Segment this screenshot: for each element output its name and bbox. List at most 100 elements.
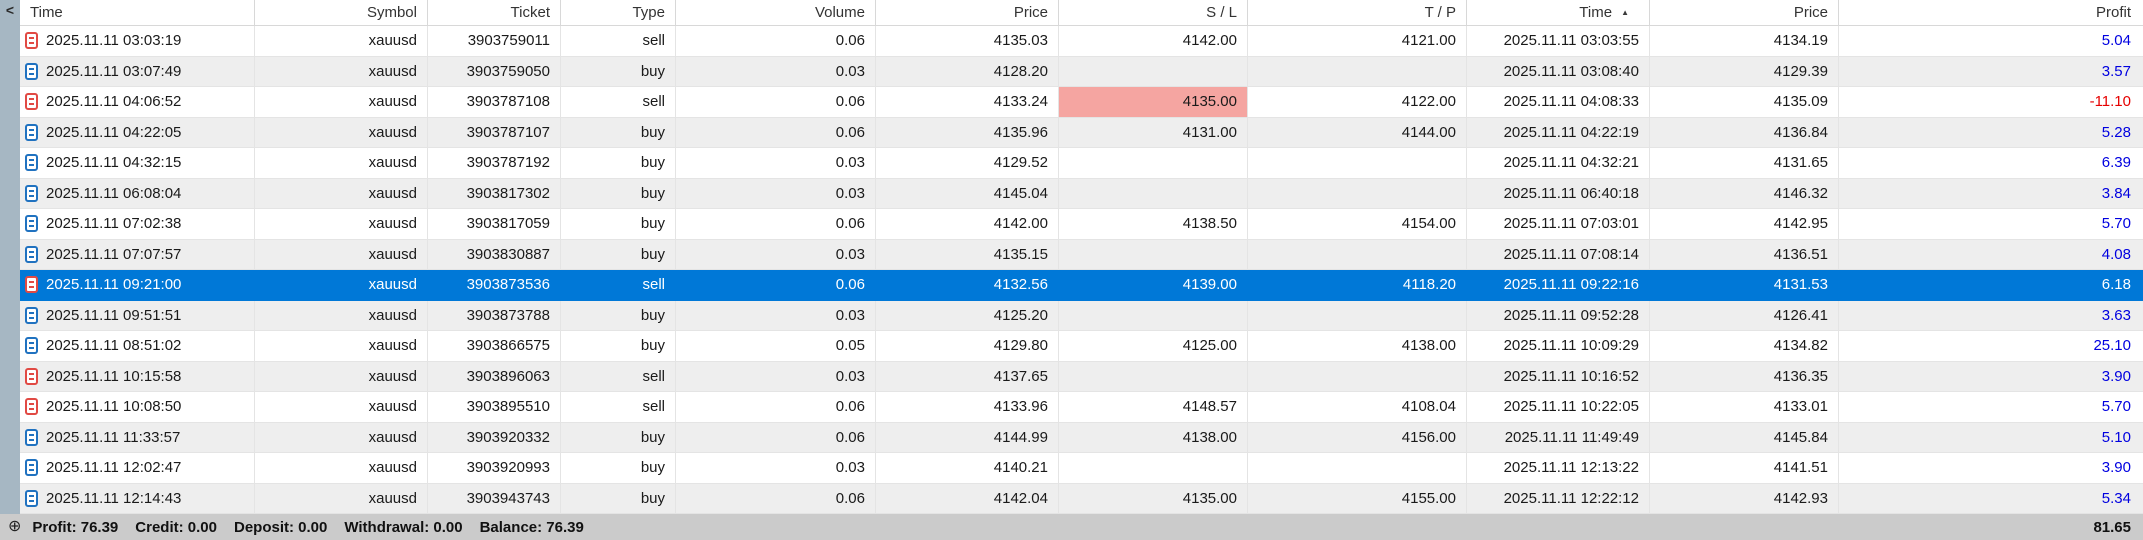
cell-ticket: 3903920332 [428, 422, 561, 452]
table-row[interactable]: 2025.11.11 10:08:50 xauusd 3903895510 se… [20, 392, 2143, 423]
cell-profit: 25.10 [2093, 337, 2131, 354]
column-header-profit[interactable]: Profit [2095, 4, 2131, 21]
cell-type: buy [561, 239, 676, 269]
cell-stop-loss: 4138.00 [1059, 422, 1248, 452]
column-header-type[interactable]: Type [561, 0, 676, 25]
cell-take-profit [1248, 239, 1467, 269]
cell-symbol: xauusd [255, 26, 428, 56]
cell-close-time: 2025.11.11 04:32:21 [1467, 148, 1650, 178]
cell-volume: 0.06 [676, 87, 876, 117]
cell-profit: -11.10 [2089, 93, 2131, 110]
table-row[interactable]: 2025.11.11 12:14:43 xauusd 3903943743 bu… [20, 483, 2143, 514]
table-row[interactable]: 2025.11.11 09:51:51 xauusd 3903873788 bu… [20, 300, 2143, 331]
table-row[interactable]: 2025.11.11 03:07:49 xauusd 3903759050 bu… [20, 56, 2143, 87]
table-row[interactable]: 2025.11.11 08:51:02 xauusd 3903866575 bu… [20, 331, 2143, 362]
cell-open-price: 4132.56 [993, 276, 1048, 293]
cell-close-time: 2025.11.11 06:40:18 [1467, 178, 1650, 208]
history-table: Time Symbol Ticket Type Volume Price S /… [20, 0, 2143, 514]
table-header-row: Time Symbol Ticket Type Volume Price S /… [20, 0, 2143, 26]
cell-close-time: 2025.11.11 10:22:05 [1467, 392, 1650, 422]
column-header-time[interactable]: Time [20, 0, 255, 25]
cell-type: buy [561, 483, 676, 513]
cell-close-price: 4136.51 [1650, 239, 1839, 269]
open-time-value: 2025.11.11 07:02:38 [46, 215, 182, 233]
cell-type: sell [561, 87, 676, 117]
panel-collapse-rail[interactable]: < [0, 0, 20, 514]
table-row[interactable]: 2025.11.11 06:08:04 xauusd 3903817302 bu… [20, 178, 2143, 209]
cell-volume: 0.03 [676, 178, 876, 208]
summary-credit: Credit: 0.00 [135, 518, 217, 536]
cell-type: sell [561, 392, 676, 422]
column-header-volume[interactable]: Volume [676, 0, 876, 25]
table-row[interactable]: 2025.11.11 12:02:47 xauusd 3903920993 bu… [20, 453, 2143, 484]
cell-ticket: 3903943743 [428, 483, 561, 513]
table-row[interactable]: 2025.11.11 11:33:57 xauusd 3903920332 bu… [20, 422, 2143, 453]
cell-type: sell [561, 26, 676, 56]
cell-close-price: 4134.82 [1650, 331, 1839, 361]
buy-order-icon [25, 245, 38, 263]
cell-open-time: 2025.11.11 03:07:49 [20, 56, 255, 86]
cell-ticket: 3903787108 [428, 87, 561, 117]
cell-type: buy [561, 117, 676, 147]
buy-order-icon [25, 306, 38, 324]
column-header-close-price[interactable]: Price [1650, 0, 1839, 25]
table-row[interactable]: 2025.11.11 04:22:05 xauusd 3903787107 bu… [20, 117, 2143, 148]
cell-take-profit [1248, 178, 1467, 208]
cell-profit: 5.28 [2101, 123, 2131, 141]
cell-profit: 5.04 [2101, 32, 2131, 49]
column-header-tp[interactable]: T / P [1248, 0, 1467, 25]
table-row[interactable]: 2025.11.11 04:32:15 xauusd 3903787192 bu… [20, 148, 2143, 179]
column-header-ticket[interactable]: Ticket [428, 0, 561, 25]
cell-close-time: 2025.11.11 10:16:52 [1467, 361, 1650, 391]
cell-close-time: 2025.11.11 04:22:19 [1467, 117, 1650, 147]
sort-ascending-icon: ▲ [1621, 8, 1629, 17]
table-body: 2025.11.11 03:03:19 xauusd 3903759011 se… [20, 26, 2143, 514]
cell-stop-loss: 4135.00 [1059, 87, 1248, 117]
cell-open-price: 4144.99 [876, 422, 1059, 452]
cell-stop-loss [1059, 361, 1248, 391]
cell-take-profit: 4108.04 [1248, 392, 1467, 422]
cell-close-time: 2025.11.11 09:22:16 [1503, 276, 1639, 293]
cell-close-time: 2025.11.11 03:03:55 [1467, 26, 1650, 56]
table-row[interactable]: 2025.11.11 04:06:52 xauusd 3903787108 se… [20, 87, 2143, 118]
cell-symbol: xauusd [255, 209, 428, 239]
cell-volume: 0.06 [835, 276, 865, 293]
buy-order-icon [25, 184, 38, 202]
table-row[interactable]: 2025.11.11 07:07:57 xauusd 3903830887 bu… [20, 239, 2143, 270]
cell-symbol: xauusd [255, 87, 428, 117]
cell-open-time: 2025.11.11 04:06:52 [20, 87, 255, 117]
cell-volume: 0.05 [676, 331, 876, 361]
total-profit-value: 81.65 [2093, 518, 2131, 536]
collapse-left-icon[interactable]: < [5, 2, 15, 18]
table-row[interactable]: 2025.11.11 10:15:58 xauusd 3903896063 se… [20, 361, 2143, 392]
table-row[interactable]: 2025.11.11 03:03:19 xauusd 3903759011 se… [20, 26, 2143, 57]
table-row[interactable]: 2025.11.11 07:02:38 xauusd 3903817059 bu… [20, 209, 2143, 240]
column-header-symbol[interactable]: Symbol [255, 0, 428, 25]
open-time-value: 2025.11.11 03:03:19 [46, 32, 182, 50]
cell-ticket: 3903866575 [428, 331, 561, 361]
cell-stop-loss [1059, 178, 1248, 208]
column-header-close-time[interactable]: Time ▲ [1467, 0, 1650, 25]
buy-order-icon [25, 215, 38, 233]
cell-close-price: 4131.53 [1773, 276, 1828, 293]
cell-volume: 0.06 [676, 483, 876, 513]
cell-stop-loss: 4125.00 [1059, 331, 1248, 361]
open-time-value: 2025.11.11 06:08:04 [46, 184, 182, 202]
cell-ticket: 3903759050 [428, 56, 561, 86]
cell-ticket: 3903787107 [428, 117, 561, 147]
table-row[interactable]: 2025.11.11 09:21:00 xauusd 3903873536 se… [20, 270, 2143, 301]
cell-open-time: 2025.11.11 03:03:19 [20, 26, 255, 56]
cell-open-time: 2025.11.11 07:02:38 [20, 209, 255, 239]
cell-symbol: xauusd [255, 300, 428, 330]
open-time-value: 2025.11.11 10:15:58 [46, 367, 182, 385]
open-time-value: 2025.11.11 08:51:02 [46, 337, 182, 355]
buy-order-icon [25, 489, 38, 507]
cell-ticket: 3903759011 [428, 26, 561, 56]
column-header-price[interactable]: Price [876, 0, 1059, 25]
cell-volume: 0.06 [676, 117, 876, 147]
open-time-value: 2025.11.11 09:51:51 [46, 306, 182, 324]
cell-open-time: 2025.11.11 12:14:43 [20, 483, 255, 513]
column-header-sl[interactable]: S / L [1059, 0, 1248, 25]
cell-take-profit: 4144.00 [1248, 117, 1467, 147]
cell-stop-loss: 4138.50 [1059, 209, 1248, 239]
